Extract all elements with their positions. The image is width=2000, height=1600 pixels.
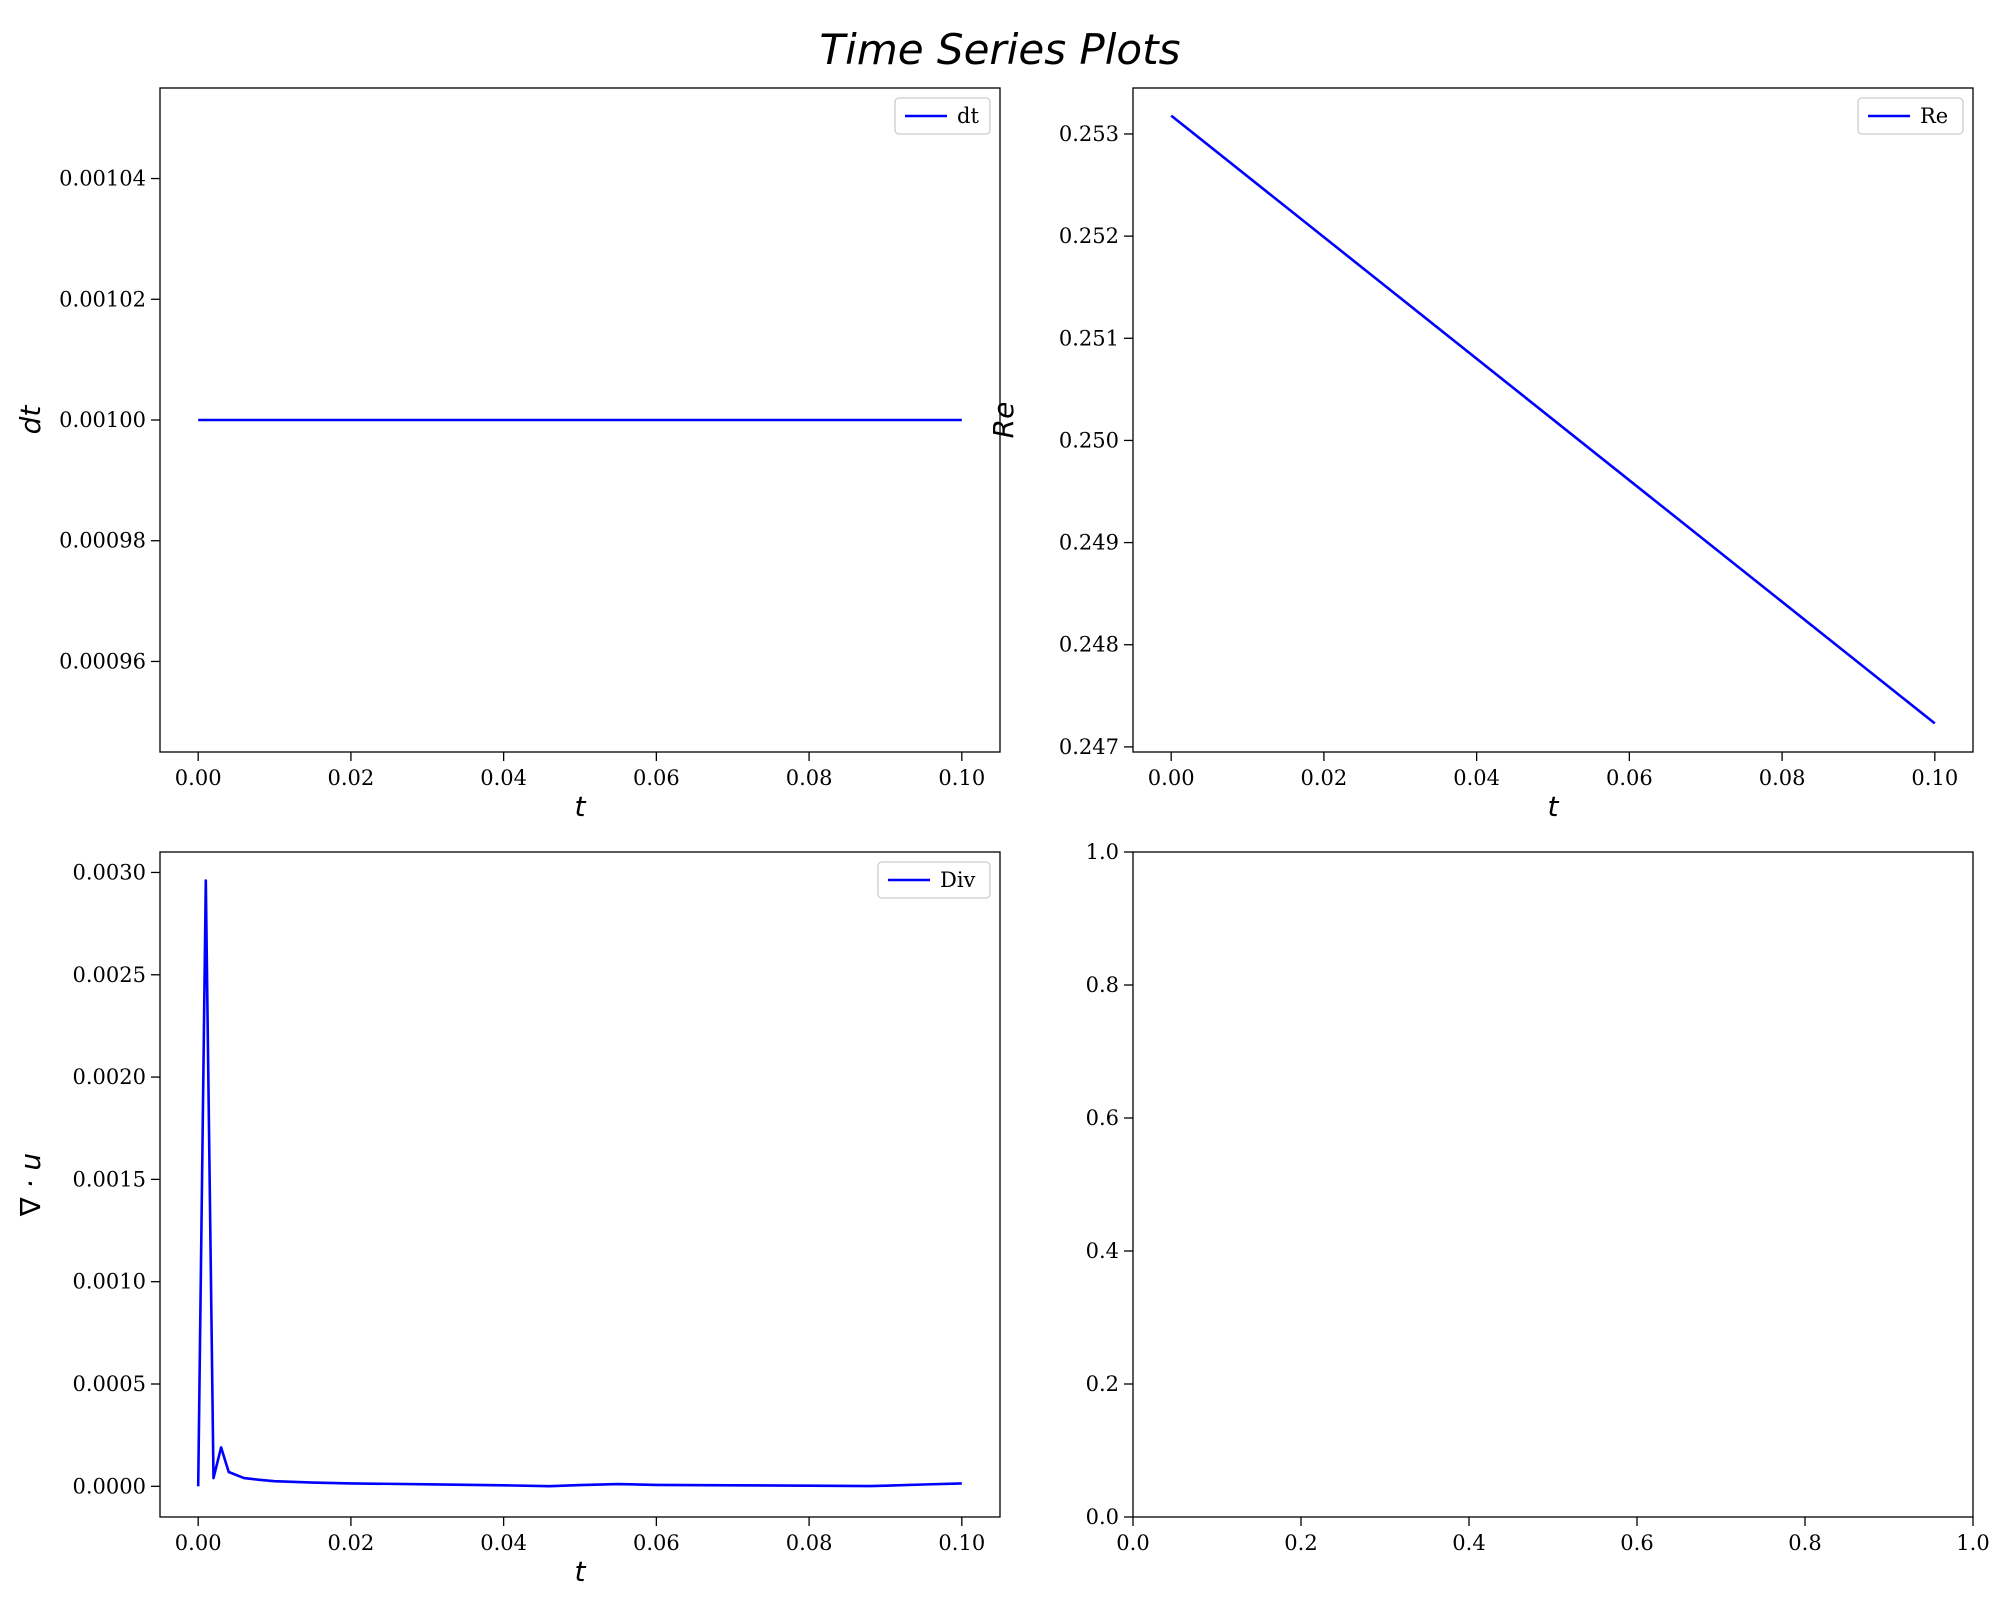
legend: Re (1857, 97, 1964, 135)
x-axis-label: t (575, 1555, 587, 1588)
y-tick-label: 0.250 (1059, 428, 1119, 452)
subplot-3: 0.00 0.02 0.04 0.06 0.08 0.10 0.0000 0.0005 0.00… (14, 851, 1001, 1588)
y-tick-label: 0.247 (1059, 735, 1119, 759)
legend-entry: Div (940, 868, 976, 892)
subplot-2: 0.00 0.02 0.04 0.06 0.08 0.10 0.247 0.248 0.249 0… (987, 87, 1974, 823)
y-tick-label: 0.4 (1086, 1239, 1119, 1263)
y-tick-label: 0.249 (1059, 531, 1119, 555)
x-tick-label: 0.10 (938, 1531, 985, 1555)
x-tick-label: 0.02 (328, 1531, 375, 1555)
x-tick-label: 0.06 (633, 1531, 680, 1555)
y-tick-label: 0.6 (1086, 1106, 1119, 1130)
x-tick-label: 0.00 (175, 1531, 222, 1555)
y-tick-label: 0.251 (1059, 326, 1119, 350)
x-tick-label: 0.02 (328, 766, 375, 790)
y-tick-label: 0.00100 (59, 408, 146, 432)
y-tick-label: 0.252 (1059, 224, 1119, 248)
axes-frame (1132, 851, 1974, 1518)
x-tick-label: 0.04 (1453, 766, 1500, 790)
axes-frame (159, 851, 1001, 1518)
y-tick-label: 0.0020 (73, 1065, 146, 1089)
legend-frame (1857, 97, 1964, 135)
series-line-div (196, 879, 962, 1488)
y-tick-label: 0.0025 (73, 963, 146, 987)
y-tick-label: 1.0 (1086, 840, 1119, 864)
x-tick-label: 0.06 (633, 766, 680, 790)
y-tick-label: 0.0030 (73, 860, 146, 884)
subplot-grid: 0.00 0.02 0.04 0.06 0.08 0.10 0.00096 0.00098 0.… (14, 87, 1990, 1588)
x-tick-label: 0.00 (175, 766, 222, 790)
y-tick-label: 0.00102 (59, 287, 146, 311)
x-tick-label: 0.6 (1620, 1531, 1653, 1555)
x-tick-label: 0.0 (1116, 1531, 1149, 1555)
y-tick-label: 0.0015 (73, 1167, 146, 1191)
y-tick-label: 0.0010 (73, 1270, 146, 1294)
subplot-1: 0.00 0.02 0.04 0.06 0.08 0.10 0.00096 0.00098 0.… (14, 87, 1001, 823)
y-tick-label: 0.00104 (59, 167, 146, 191)
y-axis-label: dt (14, 405, 47, 435)
x-tick-label: 0.06 (1606, 766, 1653, 790)
x-tick-label: 0.04 (480, 1531, 527, 1555)
y-axis-label: Re (987, 402, 1020, 439)
x-tick-label: 0.08 (786, 1531, 833, 1555)
legend: dt (894, 97, 991, 135)
y-tick-label: 0.8 (1086, 973, 1119, 997)
x-tick-label: 0.00 (1148, 766, 1195, 790)
x-tick-label: 0.8 (1788, 1531, 1821, 1555)
x-tick-label: 1.0 (1956, 1531, 1989, 1555)
y-axis-label: ∇ · u (14, 1153, 47, 1217)
x-tick-label: 0.4 (1452, 1531, 1485, 1555)
y-tick-label: 0.0000 (73, 1474, 146, 1498)
x-tick-label: 0.04 (480, 766, 527, 790)
y-tick-label: 0.0 (1086, 1505, 1119, 1529)
y-tick-label: 0.253 (1059, 122, 1119, 146)
figure-title: Time Series Plots (820, 25, 1181, 74)
legend-entry: dt (957, 104, 979, 128)
subplot-4: 0.0 0.2 0.4 0.6 0.8 1.0 0.0 0.2 0.4 0.6 0.8 1.0 (1086, 840, 1990, 1555)
x-axis-label: t (1548, 790, 1560, 823)
legend-entry: Re (1920, 104, 1948, 128)
x-axis-label: t (575, 790, 587, 823)
y-tick-label: 0.0005 (73, 1372, 146, 1396)
y-tick-label: 0.248 (1059, 633, 1119, 657)
x-tick-label: 0.02 (1301, 766, 1348, 790)
x-tick-label: 0.2 (1284, 1531, 1317, 1555)
y-tick-label: 0.00098 (59, 529, 146, 553)
x-tick-label: 0.08 (1759, 766, 1806, 790)
y-tick-label: 0.00096 (59, 649, 146, 673)
axes-frame (1132, 87, 1974, 753)
x-tick-label: 0.10 (1911, 766, 1958, 790)
x-tick-label: 0.08 (786, 766, 833, 790)
series-line-re (1170, 114, 1936, 725)
y-tick-label: 0.2 (1086, 1372, 1119, 1396)
legend: Div (877, 861, 991, 899)
x-tick-label: 0.10 (938, 766, 985, 790)
legend-frame (877, 861, 991, 899)
